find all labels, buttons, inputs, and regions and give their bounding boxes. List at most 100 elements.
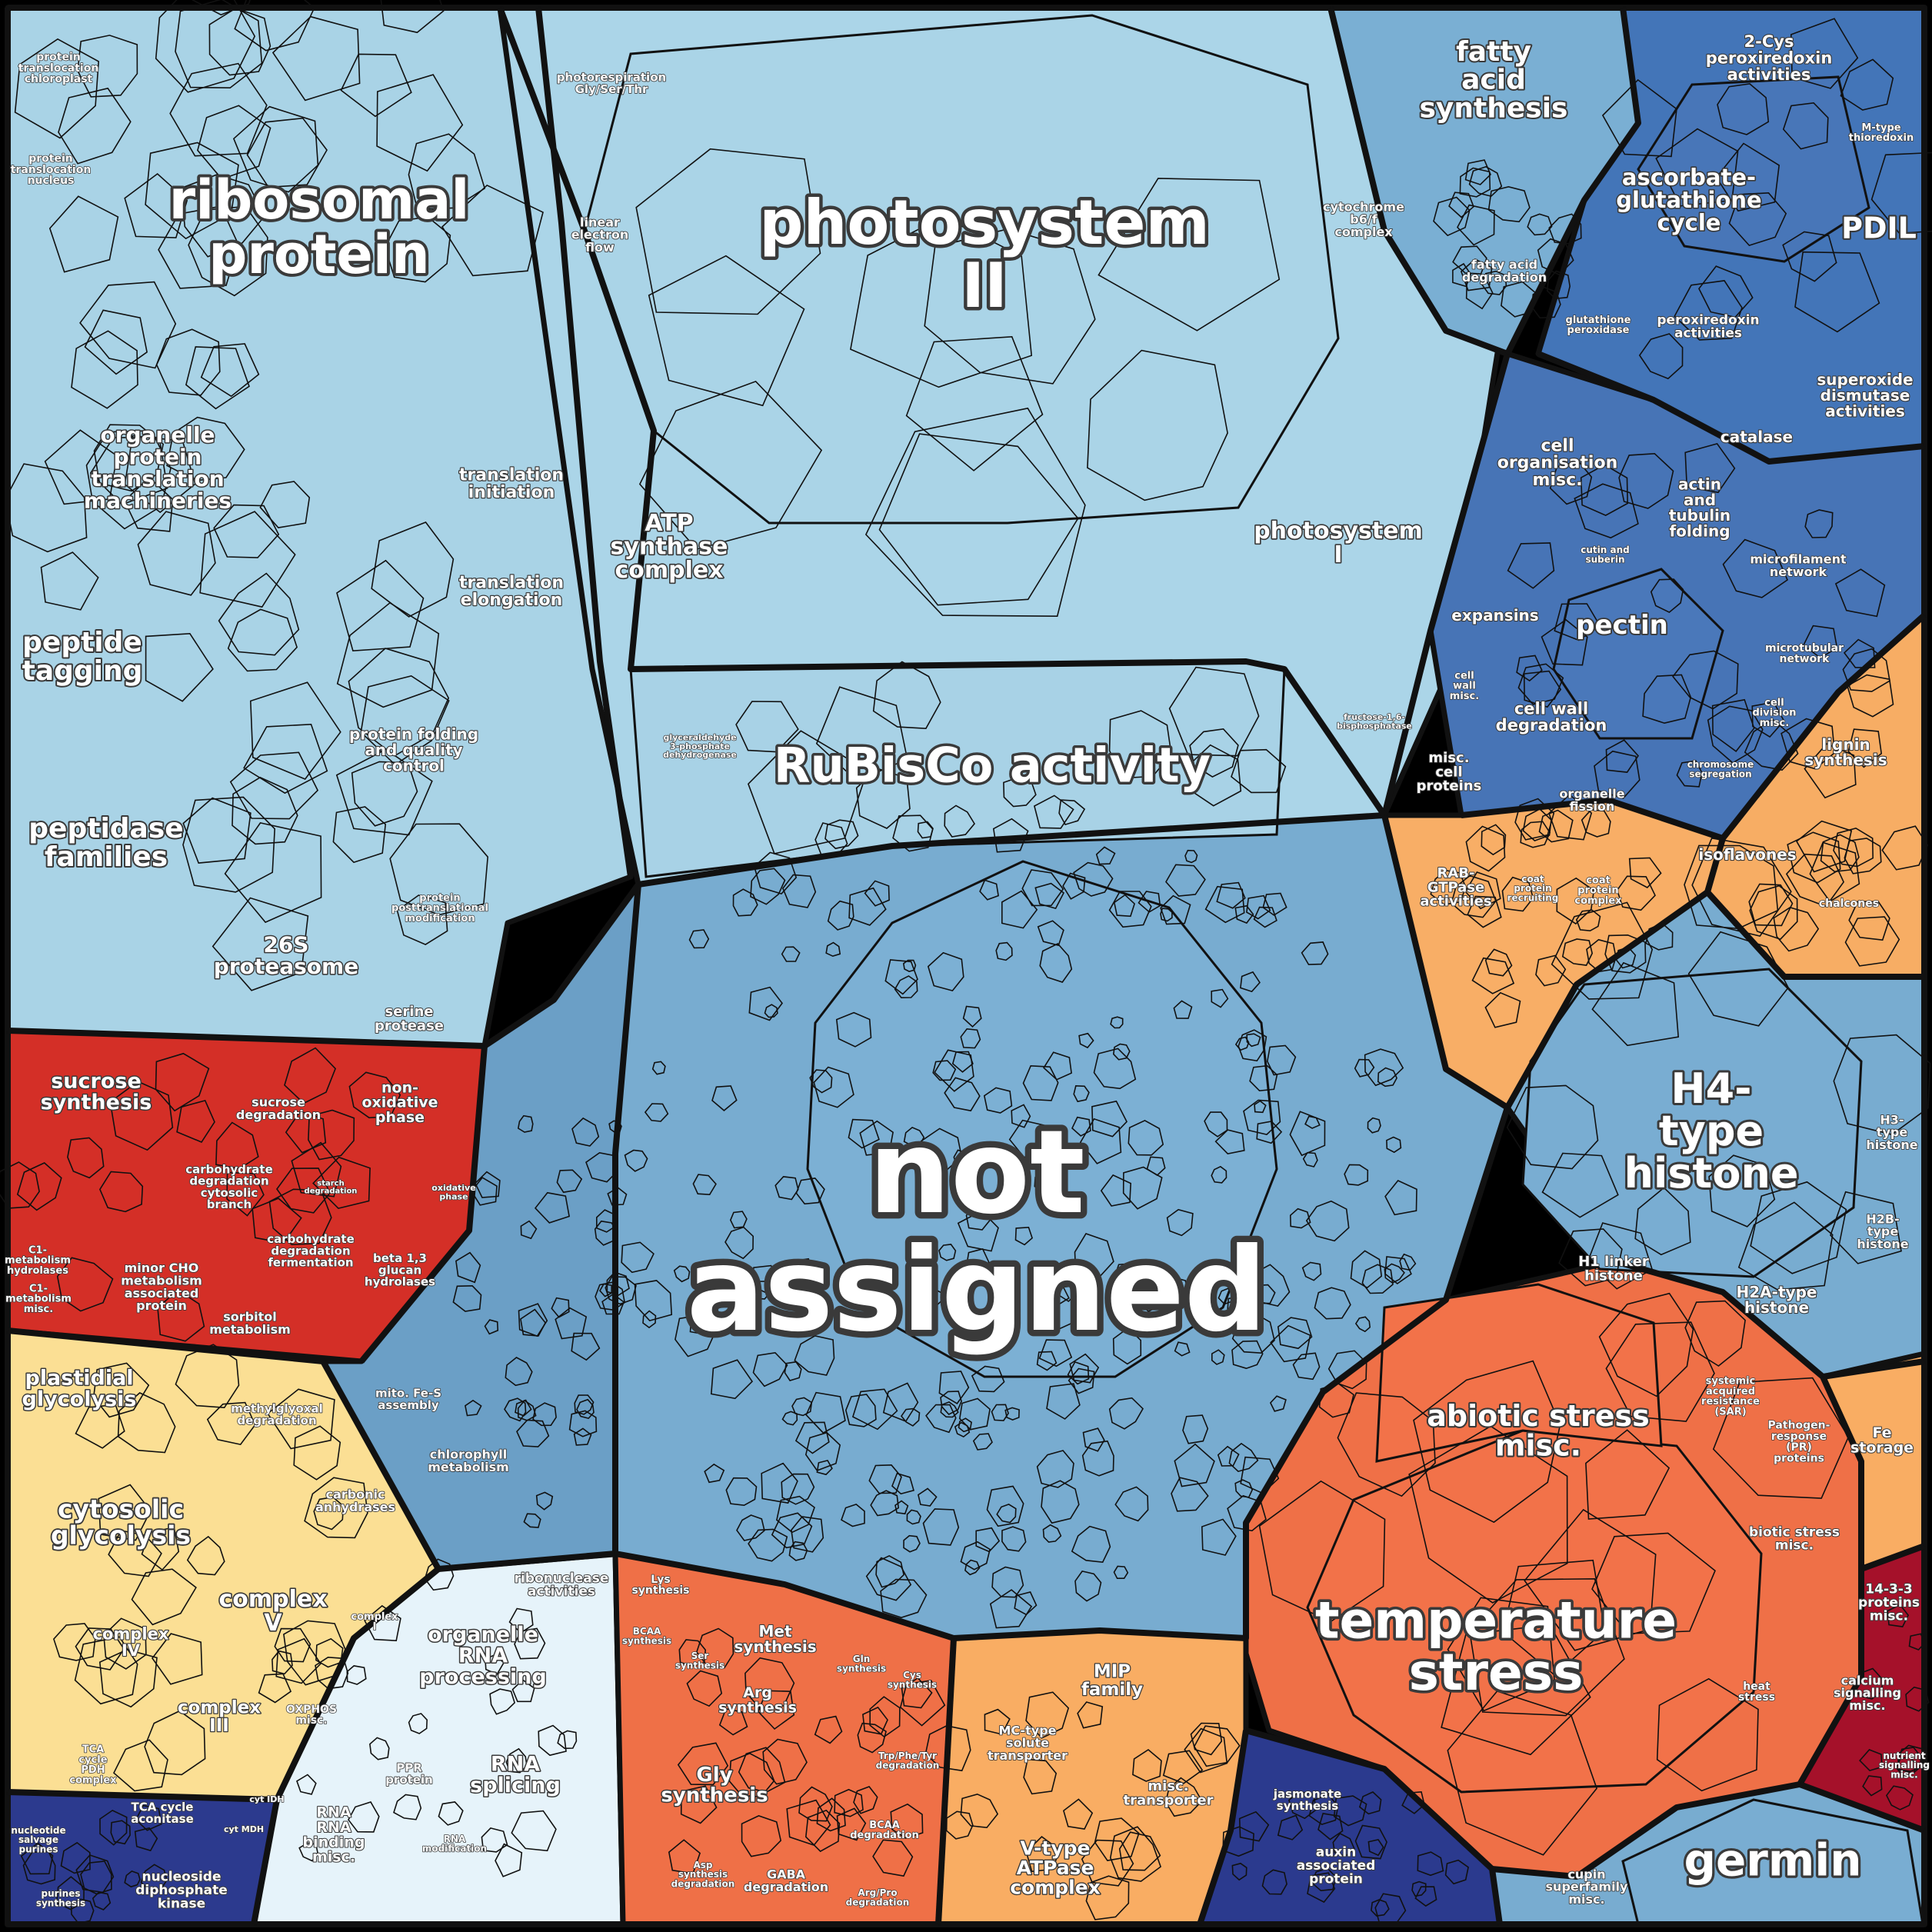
subcategory-cell — [1452, 262, 1472, 288]
subcategory-cell — [371, 521, 455, 618]
subcategory-cell — [573, 1427, 592, 1446]
subcategory-cell — [848, 887, 887, 926]
subcategory-cell — [934, 1049, 974, 1092]
subcategory-cell — [960, 1793, 999, 1829]
subcategory-cell — [940, 1401, 959, 1418]
subcategory-cell — [1698, 265, 1754, 318]
label-mc-type-solute-transporter: MC-type solute transporter — [988, 1723, 1068, 1763]
subcategory-cell — [188, 205, 268, 297]
subcategory-cell — [117, 1392, 176, 1454]
subcategory-cell — [853, 1786, 878, 1814]
subcategory-cell — [903, 1126, 925, 1147]
subcategory-cell — [995, 941, 1013, 961]
subcategory-cell — [704, 1463, 725, 1484]
subcategory-cell — [1254, 1100, 1267, 1114]
subcategory-cell — [1794, 251, 1880, 333]
subcategory-cell — [748, 986, 784, 1021]
subcategory-cell — [185, 346, 250, 410]
subcategory-cell — [79, 281, 177, 369]
label-organelle-rna-processing: organelle RNA processing — [419, 1623, 546, 1689]
subcategory-cell — [1554, 603, 1601, 641]
label-c1-metabolism-hydrolases: C1-metabolism hydrolases — [5, 1244, 71, 1277]
subcategory-cell — [1258, 1480, 1386, 1623]
subcategory-cell — [98, 1484, 152, 1541]
subcategory-cell — [711, 1085, 738, 1111]
label-sucrose-synthesis: sucrose synthesis — [41, 1070, 152, 1115]
subcategory-cell — [336, 559, 425, 652]
subcategory-cell — [229, 751, 319, 820]
subcategory-cell — [517, 1114, 534, 1133]
subcategory-cell — [224, 822, 322, 924]
subcategory-cell — [206, 1401, 256, 1445]
subcategory-cell — [1881, 825, 1929, 871]
subcategory-cell — [1314, 1287, 1351, 1320]
label-cys-synthesis: Cys synthesis — [888, 1670, 937, 1690]
subcategory-cell — [951, 1051, 974, 1073]
subcategory-cell — [1464, 871, 1501, 910]
label-ppr-protein: PPR protein — [385, 1761, 433, 1787]
subcategory-cell — [857, 1722, 887, 1754]
subcategory-cell — [1270, 1324, 1311, 1363]
subcategory-cell — [1226, 1294, 1253, 1322]
subcategory-cell — [1591, 1532, 1716, 1634]
subcategory-cell — [710, 1359, 754, 1400]
subcategory-cell — [958, 1417, 972, 1433]
subcategory-cell — [1642, 674, 1692, 724]
subcategory-cell — [774, 1176, 799, 1201]
subcategory-cell — [958, 1397, 991, 1431]
subcategory-cell — [1408, 1425, 1568, 1604]
subcategory-cell — [14, 38, 100, 139]
subcategory-cell — [1301, 1261, 1322, 1281]
subcategory-cell — [1095, 846, 1116, 865]
subcategory-cell — [1638, 333, 1684, 380]
label-protein-posttranslational-modification: protein posttranslational modification — [391, 892, 488, 924]
subcategory-cell — [642, 1310, 657, 1329]
subcategory-cell — [1037, 920, 1064, 947]
subcategory-cell — [1034, 1170, 1053, 1193]
label-fe-storage: Fe storage — [1850, 1424, 1914, 1456]
label-rna-modification: RNA modification — [422, 1834, 487, 1854]
subcategory-cell — [677, 1742, 729, 1786]
subcategory-cell — [182, 797, 251, 864]
subcategory-cell — [890, 1803, 924, 1839]
subcategory-cell — [771, 1512, 813, 1549]
subcategory-cell — [864, 880, 890, 907]
label-pathogen-response-pr-proteins: Pathogen-response (PR) proteins — [1768, 1420, 1830, 1465]
subcategory-cell — [1162, 1750, 1204, 1784]
subcategory-cell — [199, 511, 296, 608]
label-sorbitol-metabolism: sorbitol metabolism — [209, 1309, 291, 1336]
label-ser-synthesis: Ser synthesis — [675, 1651, 724, 1671]
subcategory-cell — [1214, 1129, 1245, 1154]
subcategory-cell — [495, 1843, 523, 1877]
label-peptidase-families: peptidase families — [28, 813, 183, 873]
subcategory-cell — [232, 776, 298, 845]
subcategory-cell — [1859, 1749, 1883, 1772]
subcategory-cell — [788, 1541, 808, 1561]
subcategory-cell — [1804, 743, 1857, 799]
subcategory-cell — [1451, 874, 1497, 918]
subcategory-cell — [504, 1397, 527, 1422]
subcategory-cell — [1870, 152, 1932, 235]
subcategory-cell — [1001, 890, 1038, 929]
subcategory-cell — [1674, 280, 1743, 341]
label-biotic-stress-misc: biotic stress misc. — [1749, 1524, 1840, 1553]
subcategory-cell — [1468, 1577, 1625, 1717]
subcategory-cell — [155, 0, 256, 93]
subcategory-cell — [798, 1786, 833, 1822]
subcategory-cell — [991, 1404, 1009, 1421]
subcategory-cell — [1071, 1525, 1111, 1564]
subcategory-cell — [1034, 882, 1065, 910]
label-rna-binding-misc: RNA RNA binding misc. — [303, 1804, 365, 1866]
label-carbonic-anhydrases: carbonic anhydrases — [315, 1487, 395, 1514]
subcategory-cell — [1074, 1233, 1114, 1279]
subcategory-cell — [991, 1566, 1024, 1598]
subcategory-cell — [1114, 1486, 1149, 1522]
subcategory-cell — [332, 806, 387, 864]
label-heat-stress: heat stress — [1738, 1681, 1775, 1704]
subcategory-cell — [0, 1161, 40, 1209]
label-cyt-idh: cyt IDH — [249, 1794, 284, 1804]
label-misc-transporter: misc. transporter — [1124, 1778, 1214, 1808]
subcategory-cell — [1465, 825, 1506, 872]
subcategory-cell — [348, 648, 450, 757]
